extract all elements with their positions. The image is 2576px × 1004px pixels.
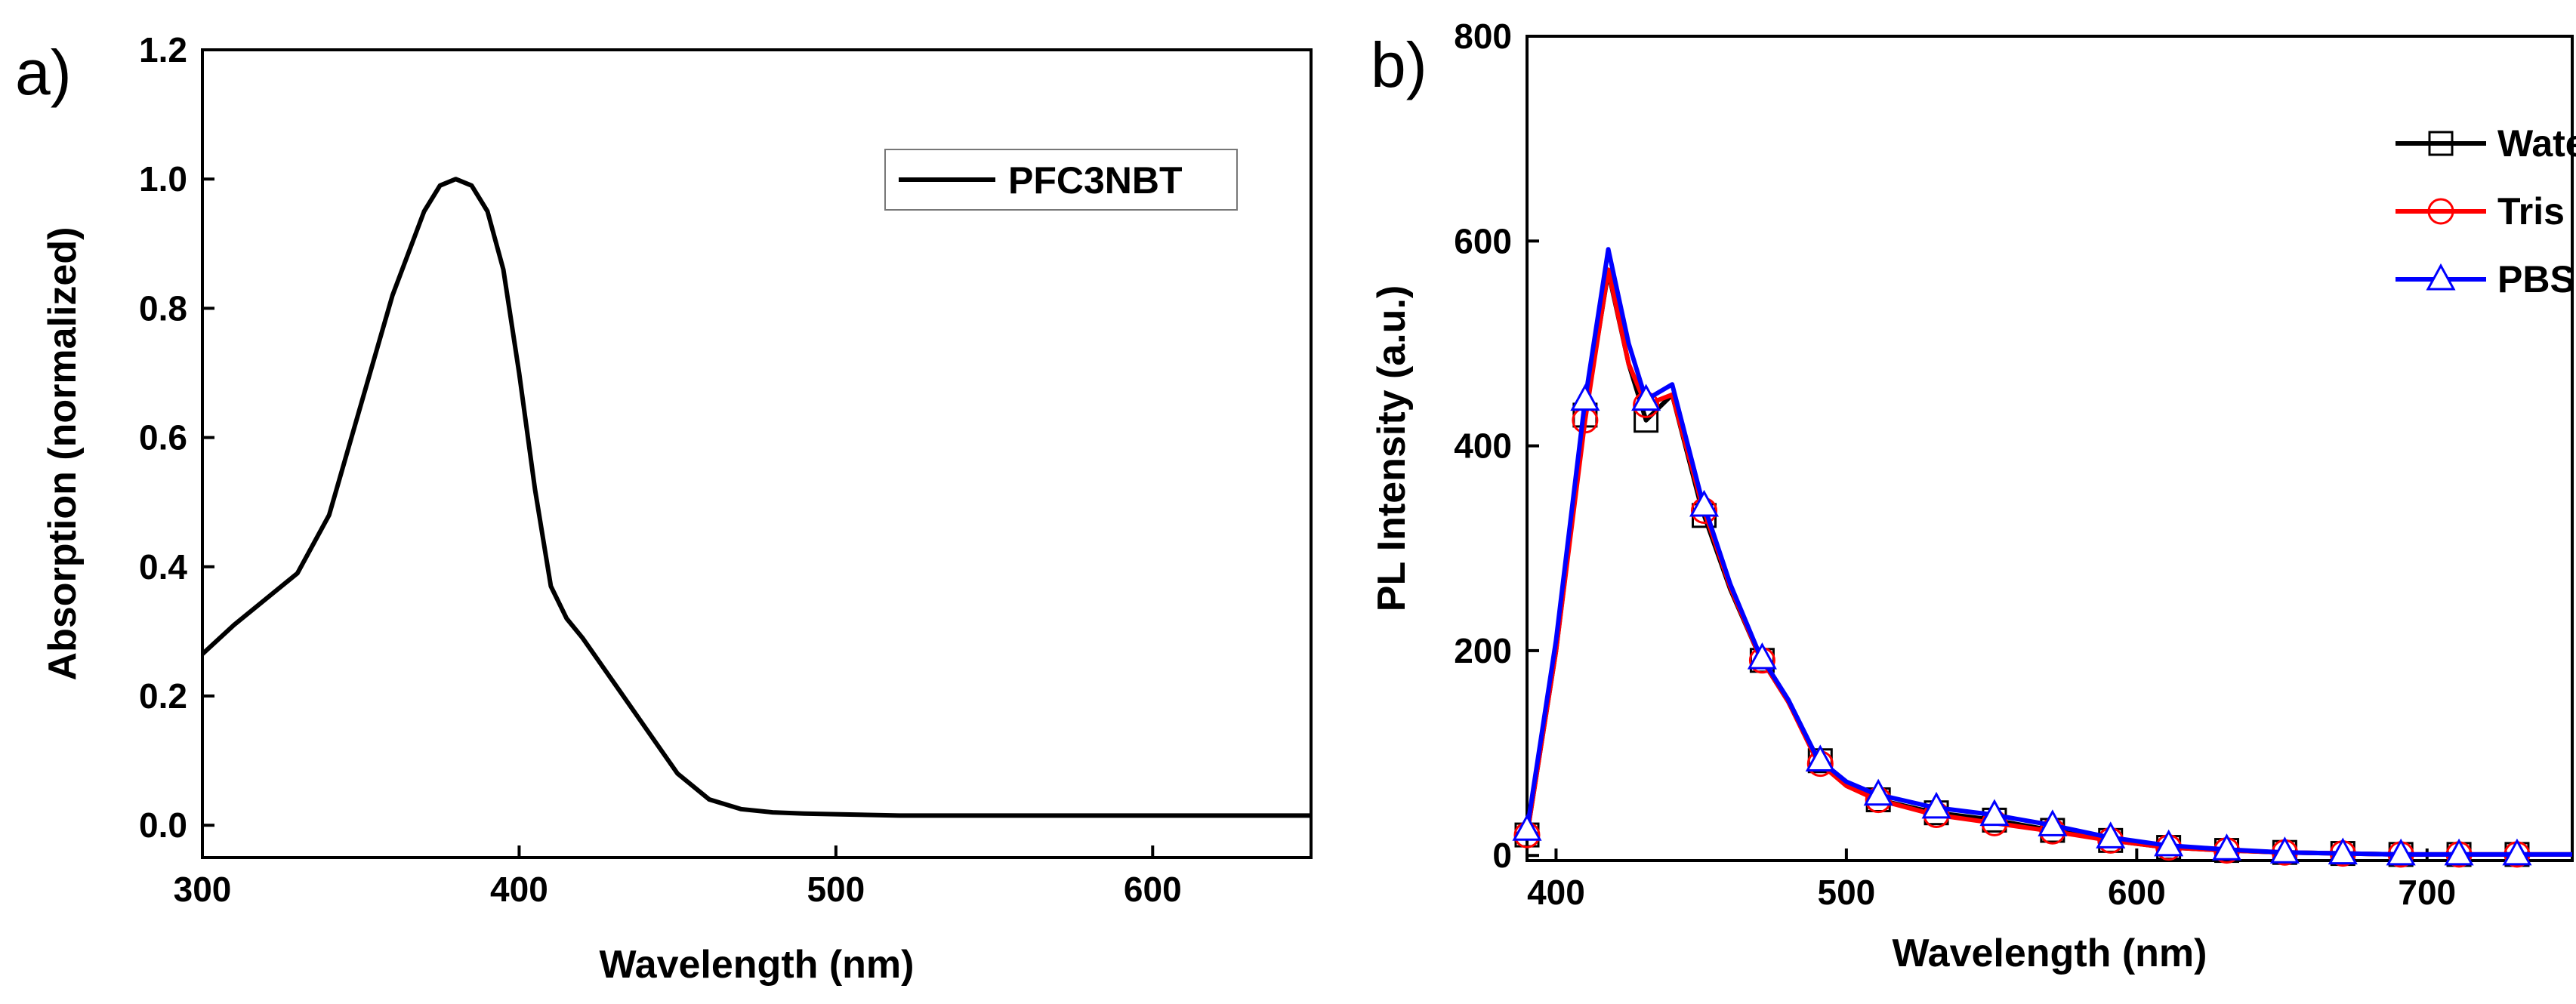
panel-b-legend-label-pbs: PBS — [2497, 258, 2575, 300]
panel-b-legend-label-tris: Tris — [2497, 190, 2565, 233]
panel-a-legend: PFC3NBT — [884, 149, 1238, 211]
panel-a-y-tick-label: 0.0 — [139, 805, 187, 845]
panel-b-marker-pbs — [1570, 383, 1600, 411]
panel-b-marker-pbs — [1805, 744, 1835, 771]
panel-a-y-tick-label: 0.2 — [139, 676, 187, 716]
panel-b-marker-pbs — [1863, 778, 1893, 806]
panel-a-plot-frame — [201, 48, 1313, 859]
panel-b-marker-pbs — [2211, 833, 2242, 861]
panel-b-marker-pbs — [2386, 838, 2416, 866]
panel-a-y-tick-label: 0.8 — [139, 288, 187, 328]
panel-a-absorption-chart: a) 300 400 500 600 0.0 0.2 0.4 0.6 0.8 1.0 1.2 Wav… — [15, 30, 1313, 987]
panel-b-x-axis-label: Wavelength (nm) — [1893, 932, 2207, 975]
panel-b-x-tick-label: 700 — [2398, 873, 2456, 912]
panel-b-marker-pbs — [2096, 821, 2126, 848]
panel-b-x-tick-label: 600 — [2108, 873, 2166, 912]
panel-b-pl-intensity-chart: b) 400 500 600 700 0 200 400 600 800 Wavelength … — [1370, 17, 2576, 975]
panel-b-legend: Water Tris PBS — [2396, 122, 2576, 300]
panel-a-y-axis-label: Absorption (normalized) — [41, 227, 85, 681]
panel-a-series — [200, 177, 1311, 818]
panel-b-x-tick-label: 400 — [1527, 873, 1585, 912]
panel-b-marker-pbs — [1512, 814, 1542, 841]
panel-a-x-tick-label: 600 — [1124, 870, 1182, 909]
panel-b-label: b) — [1371, 29, 1427, 100]
panel-b-marker-pbs — [2502, 838, 2532, 866]
panel-b-y-tick-label: 800 — [1454, 17, 1512, 56]
panel-b-y-tick-label: 200 — [1454, 631, 1512, 670]
panel-b-marker-pbs — [1747, 642, 1777, 670]
panel-a-y-tick-label: 0.4 — [139, 547, 187, 587]
panel-b-marker-pbs — [2154, 829, 2184, 857]
panel-b-marker-pbs — [2038, 809, 2068, 836]
panel-b-marker-pbs — [2328, 837, 2358, 865]
panel-a-x-tick-label: 300 — [174, 870, 232, 909]
panel-b-y-tick-label: 600 — [1454, 221, 1512, 260]
panel-a-ticks: 300 400 500 600 0.0 0.2 0.4 0.6 0.8 1.0 1.2 — [139, 30, 1182, 909]
panel-b-y-tick-label: 0 — [1492, 836, 1512, 875]
panel-b-marker-pbs — [1689, 489, 1720, 517]
panel-b-marker-pbs — [1921, 791, 1951, 819]
panel-a-label: a) — [15, 37, 72, 108]
panel-b-marker-pbs — [1979, 799, 2010, 827]
panel-b-legend-label-water: Water — [2497, 122, 2576, 165]
panel-b-series-line-tris — [1525, 267, 2572, 857]
panel-a-legend-label-pfc3nbt: PFC3NBT — [1008, 159, 1183, 202]
panel-a-y-tick-label: 1.0 — [139, 159, 187, 199]
panel-b-y-tick-label: 400 — [1454, 427, 1512, 466]
panel-a-x-tick-label: 500 — [807, 870, 865, 909]
panel-a-y-tick-label: 1.2 — [139, 30, 187, 69]
panel-a-x-tick-label: 400 — [490, 870, 548, 909]
panel-b-legend-marker-pbs — [2426, 263, 2456, 291]
panel-b-marker-pbs — [2444, 838, 2474, 866]
panel-b-y-axis-label: PL Intensity (a.u.) — [1370, 285, 1414, 611]
panel-b-legend-marker-water — [2428, 131, 2454, 156]
panel-a-y-tick-label: 0.6 — [139, 418, 187, 457]
panel-b-series-line-water — [1525, 269, 2572, 857]
panel-b-legend-marker-tris — [2427, 198, 2454, 225]
panel-a-x-axis-label: Wavelength (nm) — [600, 943, 915, 987]
panel-b-marker-pbs — [1631, 383, 1661, 411]
panel-a-series-line-pfc3nbt — [200, 177, 1311, 818]
panel-b-plot-frame — [1526, 35, 2574, 862]
panel-b-ticks: 400 500 600 700 0 200 400 600 800 — [1454, 17, 2456, 912]
panel-b-x-tick-label: 500 — [1818, 873, 1876, 912]
panel-b-series-line-pbs — [1525, 247, 2572, 857]
panel-b-marker-pbs — [2269, 836, 2300, 864]
panel-b-series — [1512, 247, 2572, 868]
